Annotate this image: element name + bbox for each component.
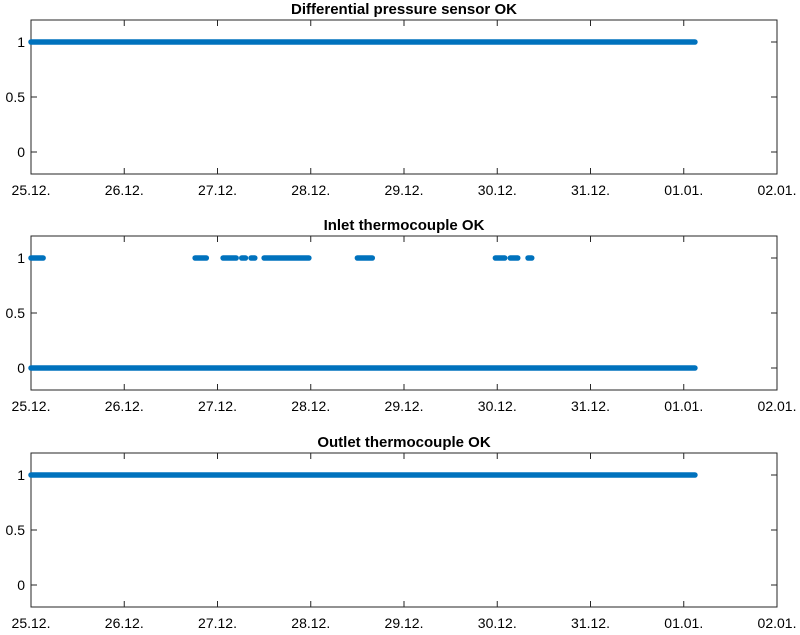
chart-panel-1: Differential pressure sensor OK 25.12. 26.… bbox=[6, 1, 797, 198]
x-tick-label: 27.12. bbox=[198, 615, 237, 630]
x-tick-label: 28.12. bbox=[291, 182, 330, 198]
y-tick-label: 1 bbox=[17, 250, 25, 266]
x-tick-label: 29.12. bbox=[385, 398, 424, 414]
x-tick-label: 29.12. bbox=[385, 182, 424, 198]
y-tick-label: 1 bbox=[17, 467, 25, 483]
x-tick-label: 25.12. bbox=[12, 182, 51, 198]
chart-panel-3: Outlet thermocouple OK 25.12. 26.12. 27.12.… bbox=[6, 434, 797, 631]
chart-panel-2: Inlet thermocouple OK 25.12. 26.12. 27.12. 2… bbox=[6, 217, 797, 414]
y-tick-label: 0.5 bbox=[6, 522, 26, 538]
chart-title: Outlet thermocouple OK bbox=[317, 434, 491, 451]
x-tick-label: 28.12. bbox=[291, 398, 330, 414]
x-tick-label: 25.12. bbox=[12, 398, 51, 414]
x-tick-label: 27.12. bbox=[198, 398, 237, 414]
y-tick-label: 0.5 bbox=[6, 89, 26, 105]
x-tick-label: 25.12. bbox=[12, 615, 51, 630]
x-tick-label: 01.01. bbox=[664, 398, 703, 414]
x-tick-label: 29.12. bbox=[385, 615, 424, 630]
x-tick-label: 01.01. bbox=[664, 615, 703, 630]
x-tick-label: 02.01. bbox=[758, 182, 797, 198]
x-tick-label: 26.12. bbox=[105, 615, 144, 630]
y-tick-label: 0 bbox=[17, 360, 25, 376]
y-tick-label: 1 bbox=[17, 34, 25, 50]
x-tick-label: 30.12. bbox=[478, 182, 517, 198]
x-tick-label: 26.12. bbox=[105, 398, 144, 414]
x-tick-label: 01.01. bbox=[664, 182, 703, 198]
x-tick-label: 30.12. bbox=[478, 398, 517, 414]
x-tick-label: 31.12. bbox=[571, 398, 610, 414]
y-tick-label: 0 bbox=[17, 144, 25, 160]
chart-title: Inlet thermocouple OK bbox=[324, 217, 485, 234]
x-tick-label: 27.12. bbox=[198, 182, 237, 198]
x-tick-label: 02.01. bbox=[758, 398, 797, 414]
y-tick-label: 0.5 bbox=[6, 305, 26, 321]
x-tick-label: 30.12. bbox=[478, 615, 517, 630]
x-tick-label: 02.01. bbox=[758, 615, 797, 630]
y-tick-label: 0 bbox=[17, 577, 25, 593]
x-tick-label: 28.12. bbox=[291, 615, 330, 630]
x-tick-label: 31.12. bbox=[571, 615, 610, 630]
x-tick-label: 26.12. bbox=[105, 182, 144, 198]
chart-title: Differential pressure sensor OK bbox=[291, 1, 517, 18]
x-tick-label: 31.12. bbox=[571, 182, 610, 198]
